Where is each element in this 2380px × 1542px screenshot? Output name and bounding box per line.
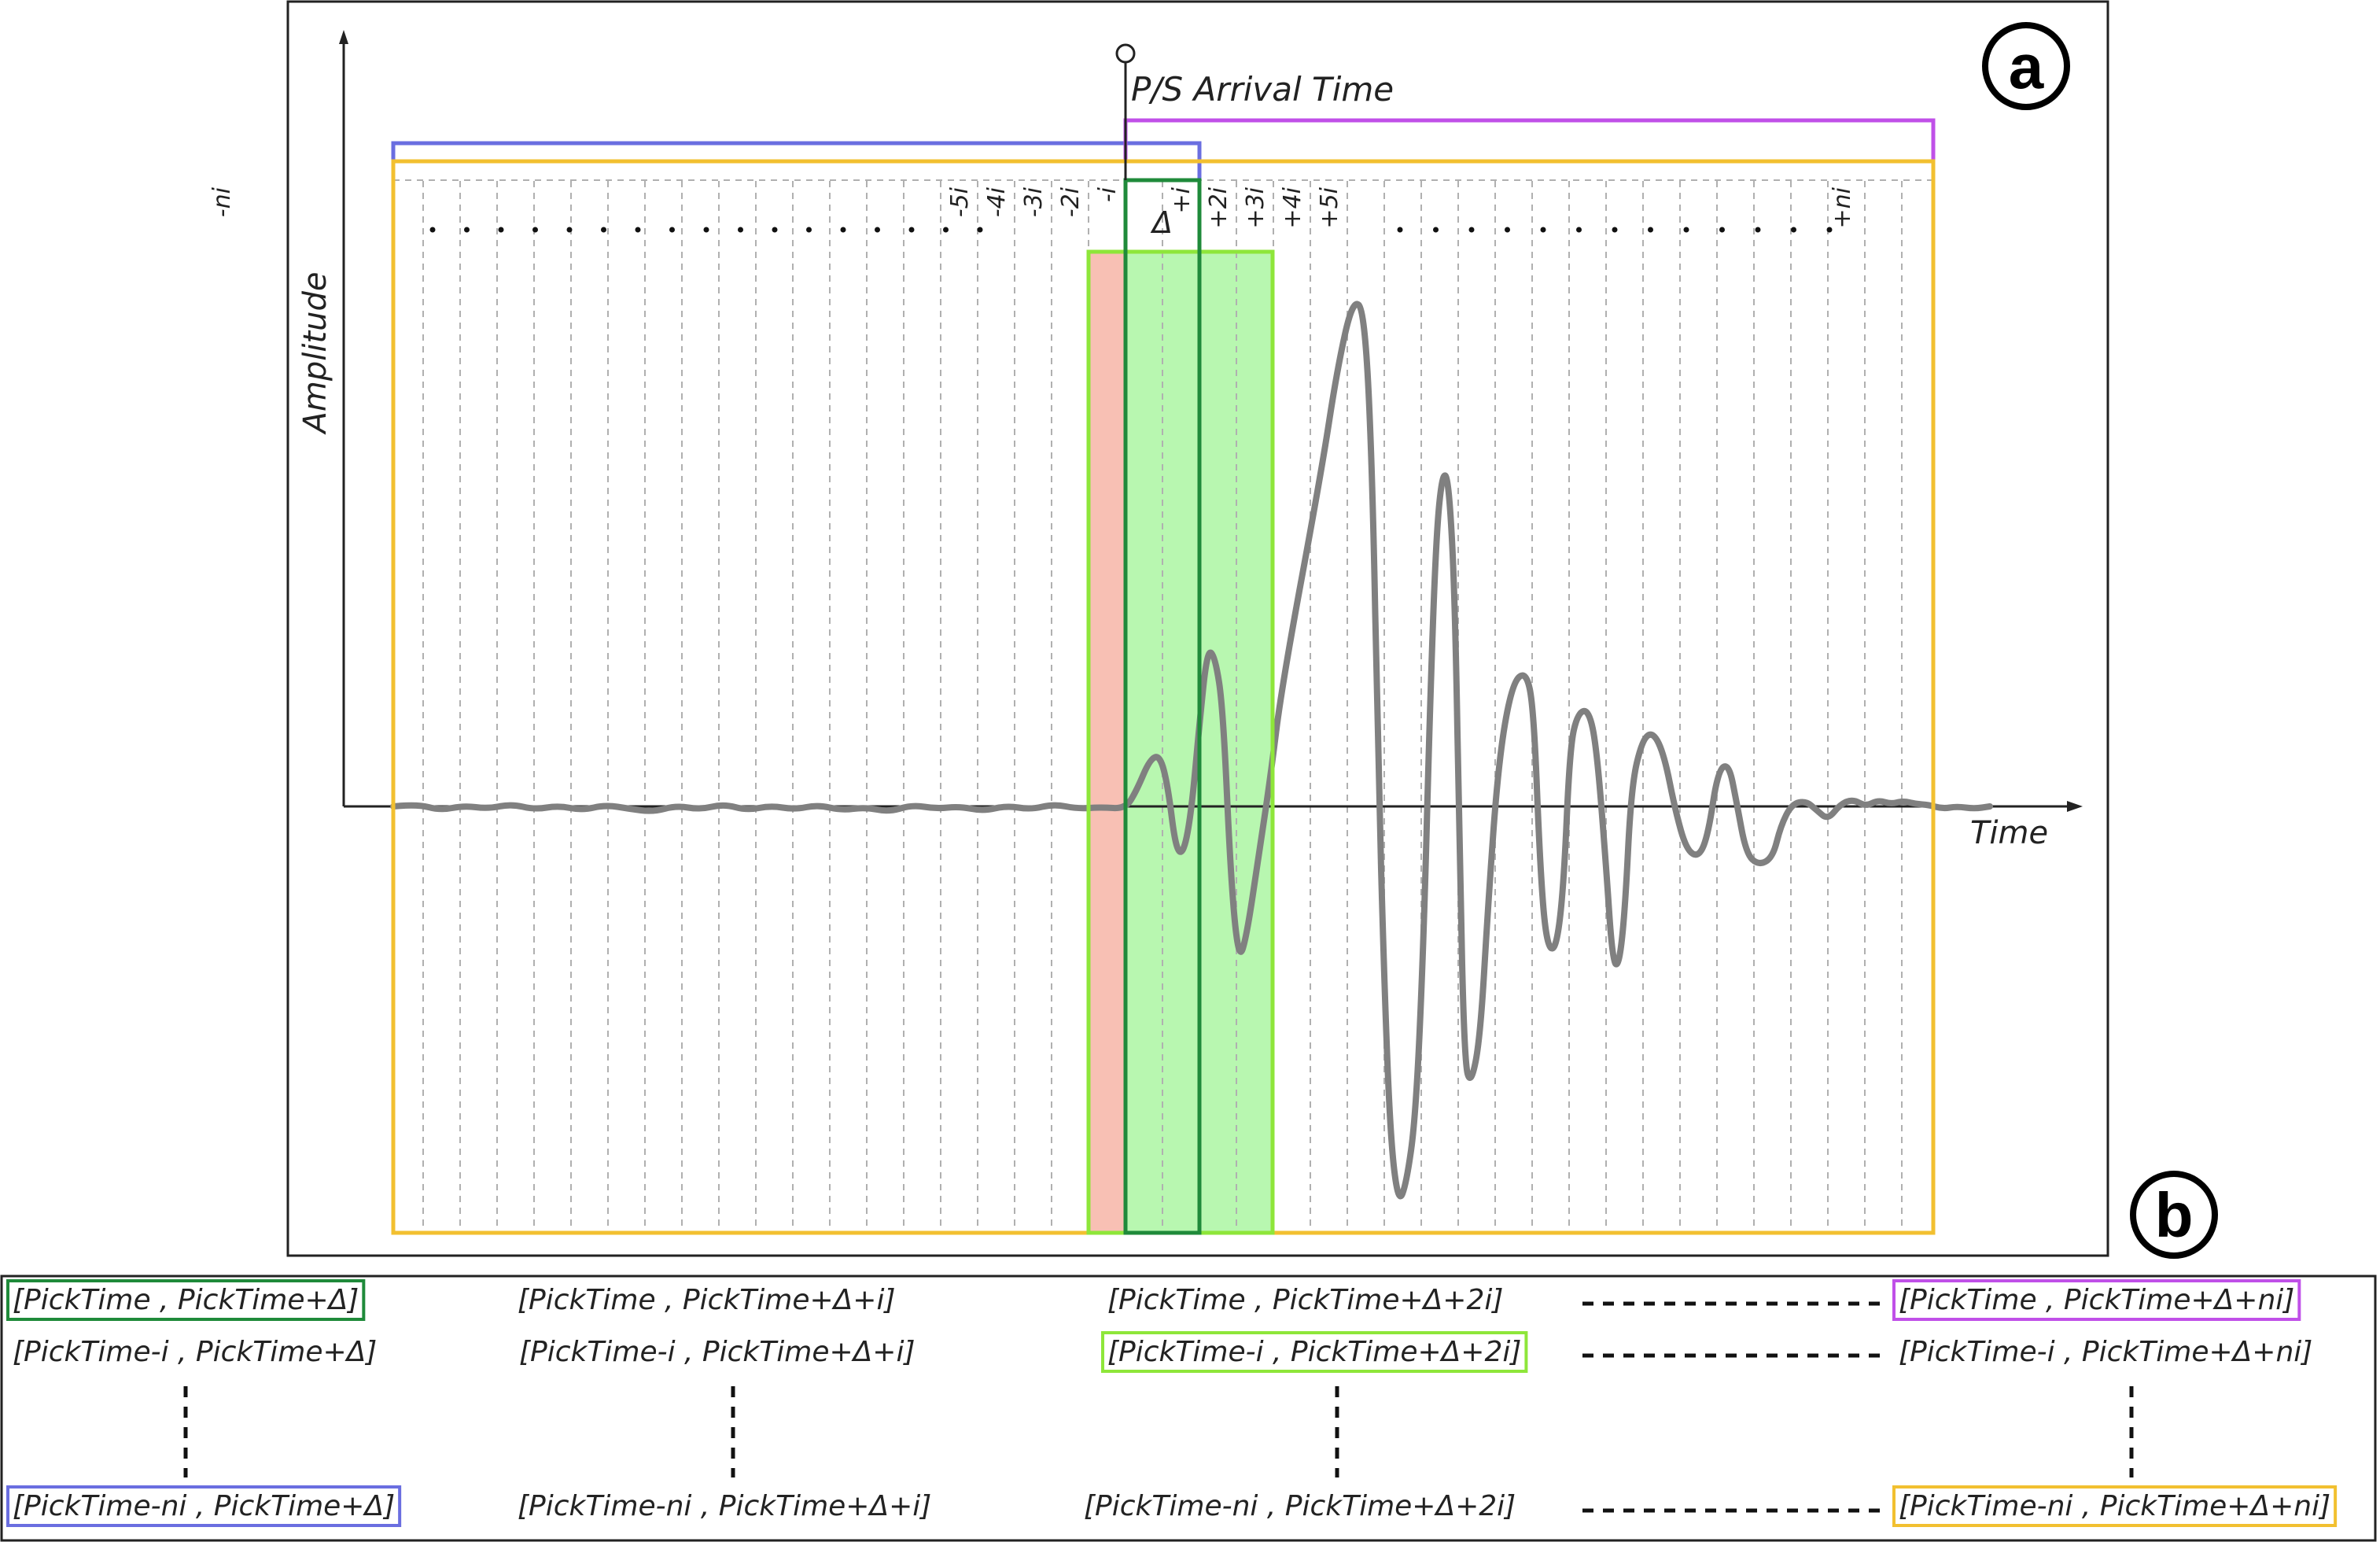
highlight-box-purple <box>1892 1279 2301 1321</box>
tick-label: +2i <box>1205 186 1232 228</box>
window-formula: [PickTime , PickTime+Δ] <box>13 1284 359 1316</box>
tick-label: +4i <box>1279 186 1306 228</box>
y-axis-label: Amplitude <box>297 272 333 436</box>
panel-b-label: b <box>2155 1180 2194 1250</box>
ellipsis-dot <box>1683 227 1689 233</box>
dark-green-window-box <box>1123 178 1202 1235</box>
purple-window-bracket <box>1123 118 1936 161</box>
ellipsis-dot <box>1648 227 1653 233</box>
ellipsis-dot <box>875 227 880 233</box>
ellipsis-dot <box>908 227 915 233</box>
panel-b-frame <box>0 1275 2377 1542</box>
tick-label: -5i <box>946 186 974 217</box>
window-formula: [PickTime , PickTime+Δ+2i] <box>1107 1284 1503 1316</box>
tick-labels: -ni -5i -4i -3i -2i -i +i +2i +3i +4i +5i +ni <box>208 186 1856 228</box>
formula-table: [PickTime , PickTime+Δ] [PickTime , PickT… <box>6 1279 2338 1527</box>
arrival-time-pin <box>1115 43 1136 64</box>
ellipsis-dot <box>977 227 983 233</box>
ellipsis-dot <box>1576 227 1582 233</box>
ellipsis-dot <box>1755 227 1761 233</box>
highlight-box-orange <box>1892 1485 2338 1527</box>
window-formula: [PickTime-i , PickTime+Δ+i] <box>519 1336 916 1368</box>
ellipsis-dot <box>464 227 470 233</box>
arrival-time-label: P/S Arrival Time <box>1131 70 1394 109</box>
tick-label: -i <box>1094 186 1122 202</box>
panel-a-label: a <box>2009 31 2044 101</box>
ellipsis-dot <box>429 227 436 233</box>
window-formula: [PickTime , PickTime+Δ+ni] <box>1899 1284 2294 1316</box>
seismic-waveform <box>390 301 1993 1200</box>
ellipsis-dot <box>1468 227 1475 233</box>
ellipsis-dot <box>566 227 573 233</box>
ellipsis-dot <box>669 227 675 233</box>
ellipsis-dot <box>1540 227 1546 233</box>
highlight-box-blue <box>6 1485 402 1527</box>
window-formula: [PickTime , PickTime+Δ+i] <box>518 1284 896 1316</box>
highlight-box-dark_green <box>6 1279 366 1321</box>
ellipsis-dot <box>601 227 606 233</box>
tick-label: -ni <box>208 186 236 217</box>
tick-label: -4i <box>983 186 1011 217</box>
panel-a-frame <box>286 0 2109 1257</box>
formula-connectors <box>183 1301 2134 1513</box>
ellipsis-dot <box>772 227 778 233</box>
tick-label: -3i <box>1020 186 1048 217</box>
y-axis-arrow <box>339 30 348 44</box>
ellipsis-dots <box>429 227 1833 233</box>
ellipsis-dot <box>532 227 538 233</box>
ellipsis-dot <box>703 227 709 233</box>
ellipsis-dot <box>1505 227 1510 233</box>
panel-b-badge: b <box>2130 1171 2218 1259</box>
tick-label: +5i <box>1316 186 1343 228</box>
ellipsis-dot <box>1791 227 1796 233</box>
panel-a-badge: a <box>1982 22 2070 110</box>
x-axis-label: Time <box>1970 815 2048 851</box>
ellipsis-dot <box>498 227 504 233</box>
window-formula: [PickTime-ni , PickTime+Δ] <box>13 1490 395 1522</box>
delta-label: Δ <box>1150 205 1173 240</box>
tick-label: -2i <box>1057 186 1085 217</box>
window-formula: [PickTime-i , PickTime+Δ+2i] <box>1107 1336 1521 1368</box>
ellipsis-dot <box>1719 227 1725 233</box>
window-formula: [PickTime-ni , PickTime+Δ+i] <box>518 1490 931 1522</box>
tick-label: +ni <box>1829 186 1856 228</box>
window-formula: [PickTime-i , PickTime+Δ] <box>13 1336 377 1368</box>
ellipsis-dot <box>943 227 949 233</box>
ellipsis-dot <box>738 227 743 233</box>
ellipsis-dot <box>1826 227 1833 233</box>
window-formula: [PickTime-i , PickTime+Δ+ni] <box>1899 1336 2312 1368</box>
ellipsis-dot <box>840 227 846 233</box>
tick-label: +3i <box>1242 186 1269 228</box>
ellipsis-dot <box>1433 227 1439 233</box>
ellipsis-dot <box>635 227 641 233</box>
ellipsis-dot <box>1612 227 1618 233</box>
red-shaded-region <box>1089 252 1126 1233</box>
highlight-box-light_green <box>1101 1331 1528 1373</box>
x-axis-arrow <box>2067 801 2083 812</box>
ellipsis-dot <box>1397 227 1403 233</box>
tick-label: +i <box>1168 186 1196 213</box>
window-formula: [PickTime-ni , PickTime+Δ+ni] <box>1899 1490 2330 1522</box>
blue-window-box <box>391 141 1202 1235</box>
window-formula: [PickTime-ni , PickTime+Δ+2i] <box>1084 1490 1516 1522</box>
ellipsis-dot <box>806 227 812 233</box>
